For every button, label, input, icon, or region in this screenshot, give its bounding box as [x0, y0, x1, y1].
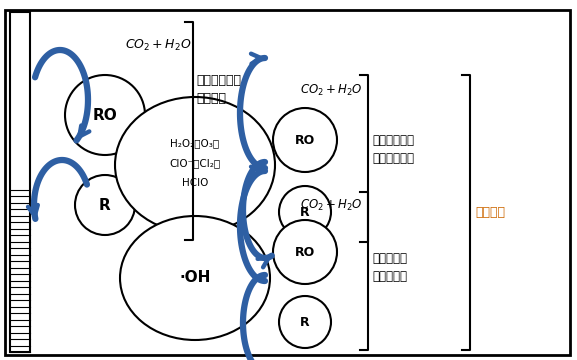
- Text: RO: RO: [295, 134, 315, 147]
- Text: ·OH: ·OH: [179, 270, 211, 285]
- Text: 发生电子转移
直接氧化: 发生电子转移 直接氧化: [196, 75, 241, 105]
- Text: ClO⁻、Cl₂、: ClO⁻、Cl₂、: [170, 158, 220, 168]
- Circle shape: [273, 108, 337, 172]
- Text: $CO_2+H_2O$: $CO_2+H_2O$: [300, 197, 363, 212]
- Ellipse shape: [115, 97, 275, 233]
- Text: R: R: [300, 315, 310, 328]
- Text: 羟基自由基
的氧化作用: 羟基自由基 的氧化作用: [372, 252, 407, 284]
- Text: HClO: HClO: [182, 178, 208, 188]
- Circle shape: [279, 296, 331, 348]
- Text: 强氧化物性物
质的氧化作用: 强氧化物性物 质的氧化作用: [372, 135, 414, 166]
- Text: 间接氧化: 间接氧化: [475, 206, 505, 219]
- Text: R: R: [99, 198, 111, 212]
- Text: RO: RO: [295, 246, 315, 258]
- Text: $CO_2+H_2O$: $CO_2+H_2O$: [125, 37, 192, 53]
- Text: $CO_2+H_2O$: $CO_2+H_2O$: [300, 82, 363, 98]
- Ellipse shape: [120, 216, 270, 340]
- Circle shape: [65, 75, 145, 155]
- Circle shape: [75, 175, 135, 235]
- Circle shape: [273, 220, 337, 284]
- Text: RO: RO: [93, 108, 117, 122]
- Circle shape: [279, 186, 331, 238]
- Bar: [10, 12, 30, 352]
- Text: H₂O₂、O₃、: H₂O₂、O₃、: [170, 138, 220, 148]
- Text: R: R: [300, 206, 310, 219]
